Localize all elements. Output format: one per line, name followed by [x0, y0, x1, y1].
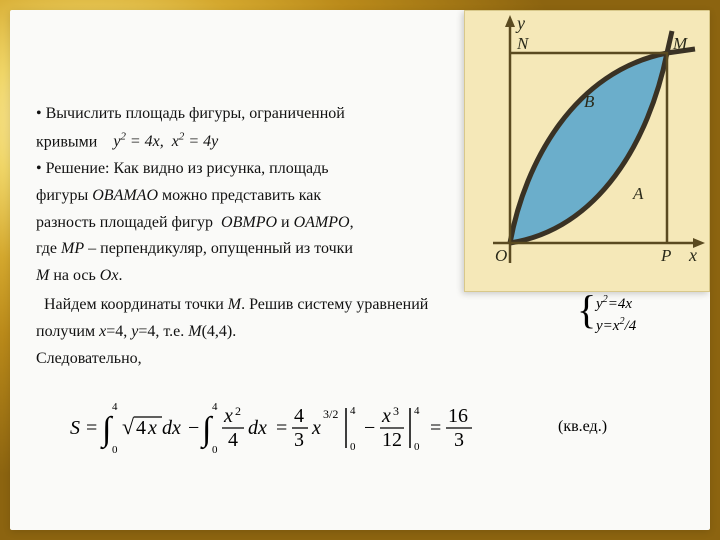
integral-formula: S = ∫ 4 0 √ 4 x dx − ∫ 4 0 x 2	[70, 400, 607, 454]
svg-text:3: 3	[294, 429, 304, 451]
solution-line-1: Решение: Как видно из рисунка, площадь	[36, 157, 456, 182]
brace-icon: {	[577, 286, 596, 333]
svg-text:3: 3	[454, 429, 464, 451]
svg-text:x: x	[147, 417, 157, 439]
svg-text:3/2: 3/2	[323, 407, 338, 421]
system-row-2: y=x2/4	[596, 316, 636, 335]
svg-text:x: x	[311, 417, 321, 439]
svg-text:dx: dx	[162, 417, 181, 439]
svg-text:2: 2	[235, 404, 241, 418]
svg-text:4: 4	[136, 417, 146, 439]
system-row-1: y2=4x	[596, 294, 632, 313]
svg-text:√: √	[122, 414, 135, 439]
equation-system: { y2=4x y=x2/4	[580, 296, 668, 340]
solution-line-4: где MP – перпендикуляр, опущенный из точ…	[36, 237, 456, 262]
unit-label: (кв.ед.)	[558, 418, 607, 436]
svg-text:0: 0	[350, 441, 356, 453]
svg-text:=: =	[86, 417, 97, 439]
svg-text:4: 4	[228, 429, 238, 451]
svg-text:−: −	[364, 417, 375, 439]
svg-text:0: 0	[212, 444, 218, 456]
problem-line-1: Вычислить площадь фигуры, ограниченной	[36, 102, 456, 127]
svg-text:3: 3	[393, 404, 399, 418]
svg-text:16: 16	[448, 405, 468, 427]
problem-word: кривыми	[36, 133, 97, 150]
solution-line-3: разность площадей фигур OBMPO и OAMPO,	[36, 211, 456, 236]
svg-text:4: 4	[112, 401, 118, 413]
svg-text:dx: dx	[248, 417, 267, 439]
solution-line-5: M на ось Ox.	[36, 264, 456, 289]
svg-text:0: 0	[414, 441, 420, 453]
label-x: x	[688, 245, 697, 265]
solution-line-2: фигуры OBAMAO можно представить как	[36, 184, 456, 209]
integral-svg: S = ∫ 4 0 √ 4 x dx − ∫ 4 0 x 2	[70, 398, 546, 456]
para2-line-3: Следовательно,	[36, 347, 684, 372]
slide-card: y x N M B A O P Вычислить площадь фигуры…	[10, 10, 710, 530]
label-M: M	[672, 34, 688, 53]
label-y: y	[515, 13, 525, 33]
svg-text:12: 12	[382, 429, 402, 451]
label-N: N	[516, 34, 530, 53]
curves-formula: y2 = 4x, x2 = 4y	[113, 133, 218, 150]
svg-text:=: =	[276, 417, 287, 439]
svg-text:−: −	[188, 417, 199, 439]
svg-text:S: S	[70, 417, 80, 439]
svg-text:4: 4	[414, 405, 420, 417]
svg-text:4: 4	[350, 405, 356, 417]
svg-text:4: 4	[294, 405, 304, 427]
svg-text:x: x	[223, 405, 233, 427]
svg-text:4: 4	[212, 401, 218, 413]
svg-text:=: =	[430, 417, 441, 439]
problem-line-2: кривыми y2 = 4x, x2 = 4y	[36, 129, 456, 155]
svg-text:x: x	[381, 405, 391, 427]
svg-text:0: 0	[112, 444, 118, 456]
